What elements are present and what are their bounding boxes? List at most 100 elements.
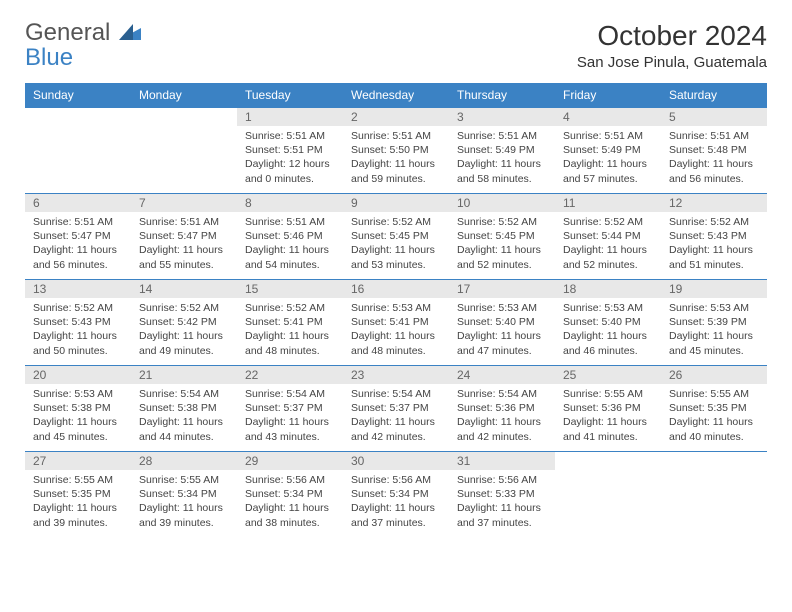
sunset-text: Sunset: 5:40 PM: [457, 315, 547, 329]
sunrise-text: Sunrise: 5:55 AM: [563, 387, 653, 401]
day-content: Sunrise: 5:55 AMSunset: 5:35 PMDaylight:…: [25, 470, 131, 534]
sunrise-text: Sunrise: 5:56 AM: [351, 473, 441, 487]
weekday-header: Saturday: [661, 83, 767, 108]
sunrise-text: Sunrise: 5:55 AM: [33, 473, 123, 487]
calendar-cell: [555, 452, 661, 538]
calendar-body: 1Sunrise: 5:51 AMSunset: 5:51 PMDaylight…: [25, 108, 767, 538]
location-text: San Jose Pinula, Guatemala: [577, 54, 767, 71]
title-block: October 2024 San Jose Pinula, Guatemala: [577, 20, 767, 71]
day-number: 14: [131, 280, 237, 298]
calendar-row: 20Sunrise: 5:53 AMSunset: 5:38 PMDayligh…: [25, 366, 767, 452]
day-number: 16: [343, 280, 449, 298]
daylight-text: Daylight: 11 hours and 50 minutes.: [33, 329, 123, 357]
calendar-table: Sunday Monday Tuesday Wednesday Thursday…: [25, 83, 767, 538]
sunset-text: Sunset: 5:40 PM: [563, 315, 653, 329]
sunrise-text: Sunrise: 5:53 AM: [563, 301, 653, 315]
weekday-header: Wednesday: [343, 83, 449, 108]
sunrise-text: Sunrise: 5:53 AM: [351, 301, 441, 315]
day-content: Sunrise: 5:55 AMSunset: 5:34 PMDaylight:…: [131, 470, 237, 534]
sunset-text: Sunset: 5:45 PM: [351, 229, 441, 243]
sunrise-text: Sunrise: 5:54 AM: [351, 387, 441, 401]
sunset-text: Sunset: 5:45 PM: [457, 229, 547, 243]
day-number: 17: [449, 280, 555, 298]
calendar-cell: 11Sunrise: 5:52 AMSunset: 5:44 PMDayligh…: [555, 194, 661, 280]
daylight-text: Daylight: 11 hours and 37 minutes.: [351, 501, 441, 529]
calendar-cell: 1Sunrise: 5:51 AMSunset: 5:51 PMDaylight…: [237, 108, 343, 194]
daylight-text: Daylight: 11 hours and 57 minutes.: [563, 157, 653, 185]
sunset-text: Sunset: 5:42 PM: [139, 315, 229, 329]
sunrise-text: Sunrise: 5:51 AM: [245, 215, 335, 229]
sunrise-text: Sunrise: 5:51 AM: [351, 129, 441, 143]
calendar-cell: 23Sunrise: 5:54 AMSunset: 5:37 PMDayligh…: [343, 366, 449, 452]
calendar-row: 6Sunrise: 5:51 AMSunset: 5:47 PMDaylight…: [25, 194, 767, 280]
sunrise-text: Sunrise: 5:52 AM: [351, 215, 441, 229]
daylight-text: Daylight: 11 hours and 56 minutes.: [33, 243, 123, 271]
sunrise-text: Sunrise: 5:51 AM: [457, 129, 547, 143]
sunrise-text: Sunrise: 5:52 AM: [139, 301, 229, 315]
day-content: Sunrise: 5:51 AMSunset: 5:49 PMDaylight:…: [555, 126, 661, 190]
day-content: Sunrise: 5:51 AMSunset: 5:46 PMDaylight:…: [237, 212, 343, 276]
day-number: 15: [237, 280, 343, 298]
sunrise-text: Sunrise: 5:51 AM: [669, 129, 759, 143]
day-number: 2: [343, 108, 449, 126]
sunset-text: Sunset: 5:37 PM: [351, 401, 441, 415]
logo: General Blue: [25, 20, 141, 70]
sunset-text: Sunset: 5:51 PM: [245, 143, 335, 157]
calendar-cell: 10Sunrise: 5:52 AMSunset: 5:45 PMDayligh…: [449, 194, 555, 280]
weekday-header: Tuesday: [237, 83, 343, 108]
day-number: 5: [661, 108, 767, 126]
daylight-text: Daylight: 11 hours and 55 minutes.: [139, 243, 229, 271]
calendar-row: 1Sunrise: 5:51 AMSunset: 5:51 PMDaylight…: [25, 108, 767, 194]
daylight-text: Daylight: 11 hours and 45 minutes.: [669, 329, 759, 357]
sunset-text: Sunset: 5:50 PM: [351, 143, 441, 157]
day-number: 31: [449, 452, 555, 470]
day-content: Sunrise: 5:52 AMSunset: 5:45 PMDaylight:…: [343, 212, 449, 276]
weekday-header: Friday: [555, 83, 661, 108]
calendar-cell: 12Sunrise: 5:52 AMSunset: 5:43 PMDayligh…: [661, 194, 767, 280]
day-content: Sunrise: 5:51 AMSunset: 5:48 PMDaylight:…: [661, 126, 767, 190]
logo-text-1: General: [25, 19, 110, 46]
weekday-header: Sunday: [25, 83, 131, 108]
day-number: 23: [343, 366, 449, 384]
sunrise-text: Sunrise: 5:52 AM: [245, 301, 335, 315]
day-content: Sunrise: 5:53 AMSunset: 5:40 PMDaylight:…: [555, 298, 661, 362]
sunrise-text: Sunrise: 5:55 AM: [139, 473, 229, 487]
sunset-text: Sunset: 5:49 PM: [563, 143, 653, 157]
calendar-cell: 5Sunrise: 5:51 AMSunset: 5:48 PMDaylight…: [661, 108, 767, 194]
calendar-cell: 17Sunrise: 5:53 AMSunset: 5:40 PMDayligh…: [449, 280, 555, 366]
day-content: Sunrise: 5:52 AMSunset: 5:43 PMDaylight:…: [25, 298, 131, 362]
sunset-text: Sunset: 5:39 PM: [669, 315, 759, 329]
daylight-text: Daylight: 11 hours and 47 minutes.: [457, 329, 547, 357]
calendar-cell: 31Sunrise: 5:56 AMSunset: 5:33 PMDayligh…: [449, 452, 555, 538]
calendar-cell: [25, 108, 131, 194]
calendar-cell: 14Sunrise: 5:52 AMSunset: 5:42 PMDayligh…: [131, 280, 237, 366]
day-content: Sunrise: 5:52 AMSunset: 5:45 PMDaylight:…: [449, 212, 555, 276]
daylight-text: Daylight: 11 hours and 51 minutes.: [669, 243, 759, 271]
calendar-row: 13Sunrise: 5:52 AMSunset: 5:43 PMDayligh…: [25, 280, 767, 366]
day-number: 10: [449, 194, 555, 212]
daylight-text: Daylight: 11 hours and 56 minutes.: [669, 157, 759, 185]
calendar-cell: 22Sunrise: 5:54 AMSunset: 5:37 PMDayligh…: [237, 366, 343, 452]
daylight-text: Daylight: 11 hours and 54 minutes.: [245, 243, 335, 271]
sunset-text: Sunset: 5:35 PM: [33, 487, 123, 501]
daylight-text: Daylight: 11 hours and 53 minutes.: [351, 243, 441, 271]
day-content: Sunrise: 5:56 AMSunset: 5:34 PMDaylight:…: [343, 470, 449, 534]
daylight-text: Daylight: 11 hours and 42 minutes.: [457, 415, 547, 443]
sunset-text: Sunset: 5:38 PM: [139, 401, 229, 415]
day-content: Sunrise: 5:54 AMSunset: 5:37 PMDaylight:…: [237, 384, 343, 448]
sunrise-text: Sunrise: 5:53 AM: [669, 301, 759, 315]
day-content: Sunrise: 5:54 AMSunset: 5:36 PMDaylight:…: [449, 384, 555, 448]
sunset-text: Sunset: 5:34 PM: [139, 487, 229, 501]
sunrise-text: Sunrise: 5:56 AM: [245, 473, 335, 487]
day-content: Sunrise: 5:51 AMSunset: 5:47 PMDaylight:…: [131, 212, 237, 276]
daylight-text: Daylight: 12 hours and 0 minutes.: [245, 157, 335, 185]
sunrise-text: Sunrise: 5:54 AM: [139, 387, 229, 401]
day-number: 26: [661, 366, 767, 384]
calendar-cell: 6Sunrise: 5:51 AMSunset: 5:47 PMDaylight…: [25, 194, 131, 280]
calendar-cell: 15Sunrise: 5:52 AMSunset: 5:41 PMDayligh…: [237, 280, 343, 366]
sunrise-text: Sunrise: 5:52 AM: [457, 215, 547, 229]
calendar-cell: 29Sunrise: 5:56 AMSunset: 5:34 PMDayligh…: [237, 452, 343, 538]
day-number: 29: [237, 452, 343, 470]
daylight-text: Daylight: 11 hours and 43 minutes.: [245, 415, 335, 443]
day-content: Sunrise: 5:55 AMSunset: 5:36 PMDaylight:…: [555, 384, 661, 448]
